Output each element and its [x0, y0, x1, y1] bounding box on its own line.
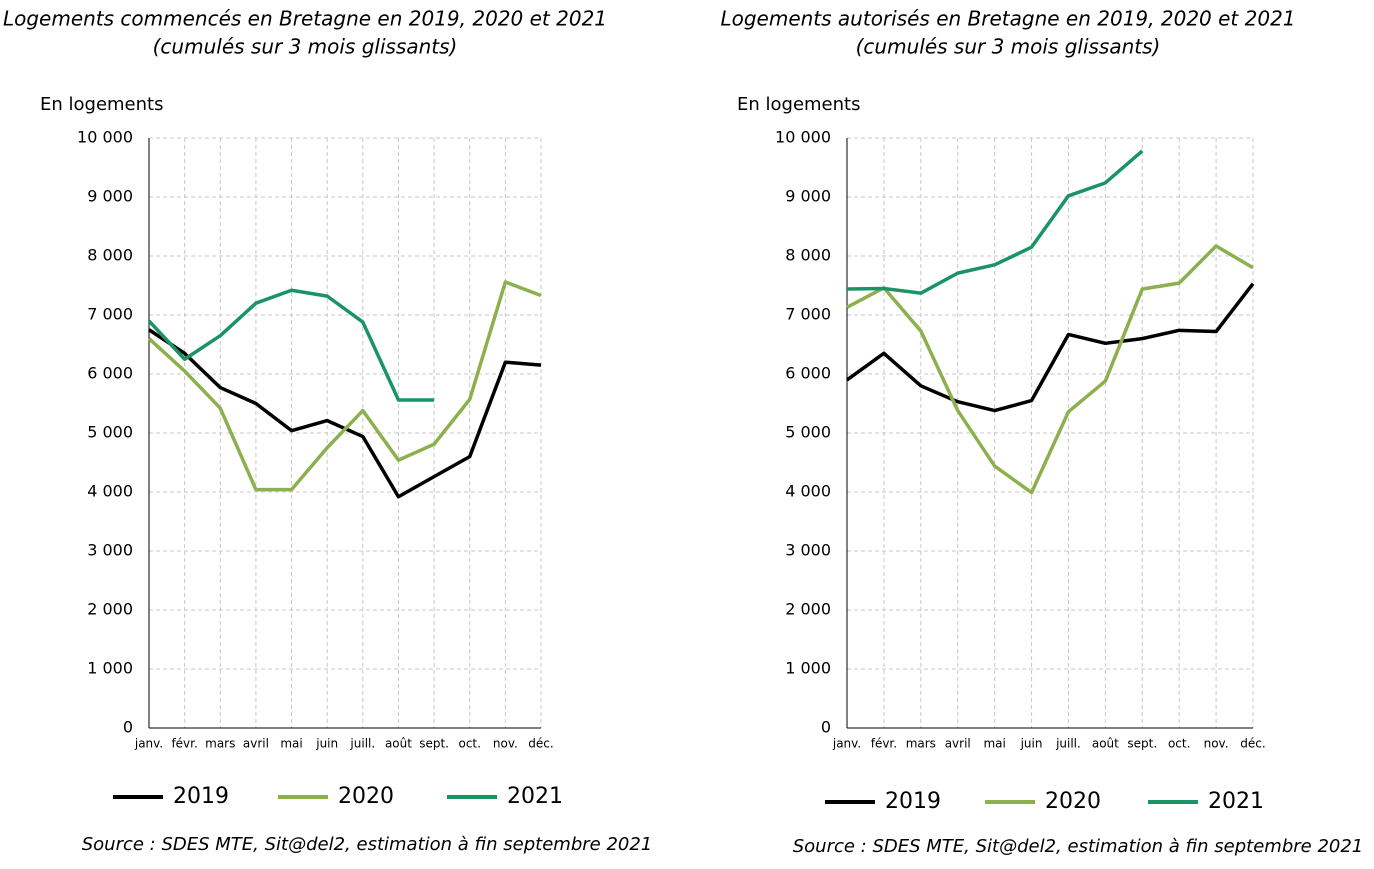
- y-tick-label: 1 000: [785, 659, 831, 678]
- y-tick-label: 0: [123, 718, 133, 737]
- x-tick-label: sept.: [419, 737, 449, 751]
- y-tick-label: 10 000: [775, 128, 831, 147]
- x-tick-label: juin: [1020, 737, 1043, 751]
- x-tick-label: sept.: [1127, 737, 1157, 751]
- legend-label: 2019: [173, 784, 229, 809]
- legend-label: 2020: [338, 784, 394, 809]
- y-tick-label: 4 000: [785, 482, 831, 501]
- x-tick-label: déc.: [1240, 737, 1265, 751]
- series-line: [846, 244, 1254, 495]
- y-tick-label: 7 000: [87, 305, 133, 324]
- x-tick-label: nov.: [493, 737, 518, 751]
- x-tick-label: mars: [205, 737, 235, 751]
- legend-label: 2020: [1045, 789, 1101, 814]
- y-tick-label: 6 000: [87, 364, 133, 383]
- x-tick-label: juill.: [349, 737, 375, 751]
- source: Source : SDES MTE, Sit@del2, estimation …: [793, 836, 1364, 857]
- chart-subtitle: (cumulés sur 3 mois glissants): [856, 35, 1161, 59]
- chart-title: Logements autorisés en Bretagne en 2019,…: [720, 7, 1295, 31]
- y-tick-label: 2 000: [785, 600, 831, 619]
- series-line: [846, 149, 1144, 295]
- x-tick-label: août: [1092, 737, 1119, 751]
- y-tick-label: 0: [821, 718, 831, 737]
- y-tick-label: 9 000: [87, 187, 133, 206]
- x-tick-label: oct.: [458, 737, 480, 751]
- series-line: [845, 282, 1255, 413]
- x-tick-label: avril: [243, 737, 269, 751]
- y-tick-label: 1 000: [87, 659, 133, 678]
- y-tick-label: 2 000: [87, 600, 133, 619]
- x-tick-label: avril: [945, 737, 971, 751]
- x-tick-label: mai: [983, 737, 1005, 751]
- x-tick-label: août: [385, 737, 412, 751]
- y-tick-label: 6 000: [785, 364, 831, 383]
- series-line: [147, 280, 542, 492]
- y-tick-label: 5 000: [87, 423, 133, 442]
- legend-label: 2021: [1208, 789, 1264, 814]
- y-tick-label: 4 000: [87, 482, 133, 501]
- y-tick-label: 7 000: [785, 305, 831, 324]
- y-axis-label: En logements: [40, 94, 163, 115]
- y-tick-label: 3 000: [785, 541, 831, 560]
- y-tick-label: 8 000: [87, 246, 133, 265]
- x-tick-label: oct.: [1168, 737, 1190, 751]
- x-tick-label: nov.: [1204, 737, 1229, 751]
- y-tick-label: 8 000: [785, 246, 831, 265]
- series-line: [147, 288, 435, 402]
- chart-subtitle: (cumulés sur 3 mois glissants): [153, 35, 458, 59]
- y-tick-label: 10 000: [77, 128, 133, 147]
- x-tick-label: janv.: [832, 737, 861, 751]
- legend-label: 2019: [885, 789, 941, 814]
- x-tick-label: juin: [315, 737, 338, 751]
- chart-title: Logements commencés en Bretagne en 2019,…: [3, 7, 607, 31]
- x-tick-label: juill.: [1055, 737, 1081, 751]
- x-tick-label: janv.: [134, 737, 163, 751]
- x-tick-label: déc.: [528, 737, 553, 751]
- x-tick-label: févr.: [871, 737, 897, 751]
- y-axis-label: En logements: [737, 94, 860, 115]
- y-tick-label: 9 000: [785, 187, 831, 206]
- x-tick-label: févr.: [171, 737, 197, 751]
- x-tick-label: mars: [906, 737, 936, 751]
- y-tick-label: 3 000: [87, 541, 133, 560]
- y-tick-label: 5 000: [785, 423, 831, 442]
- legend-label: 2021: [507, 784, 563, 809]
- x-tick-label: mai: [280, 737, 302, 751]
- source: Source : SDES MTE, Sit@del2, estimation …: [82, 834, 653, 855]
